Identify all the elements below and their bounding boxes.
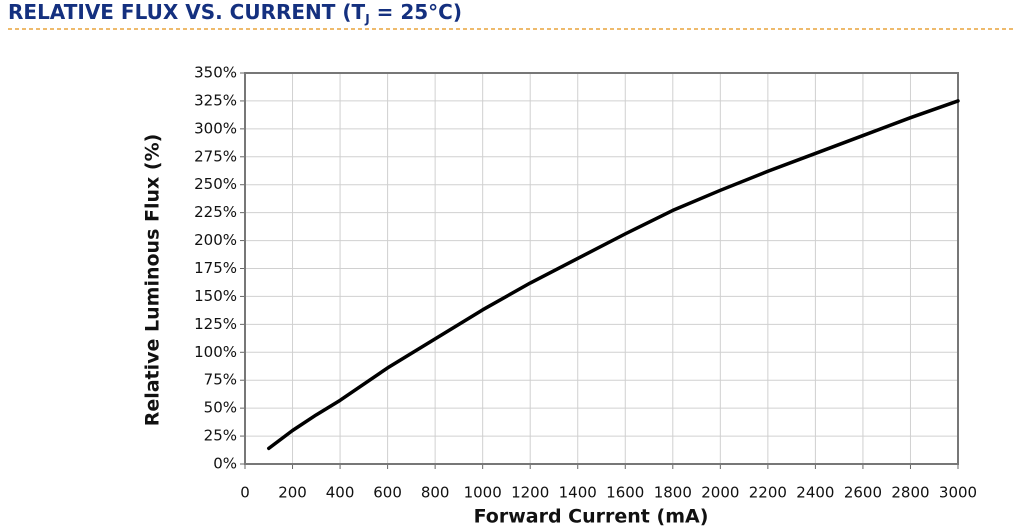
y-tick-label: 125%: [194, 315, 237, 333]
x-tick-label: 3000: [939, 484, 977, 502]
title-subscript: J: [364, 12, 369, 26]
y-tick-label: 200%: [194, 231, 237, 249]
plot-frame: [244, 72, 959, 465]
x-tick-label: 600: [373, 484, 402, 502]
x-tick-label: 2000: [701, 484, 739, 502]
title-part: = 25°C): [370, 0, 462, 24]
y-tick-label: 50%: [204, 399, 237, 417]
x-tick-label: 1000: [464, 484, 502, 502]
x-tick-label: 2200: [749, 484, 787, 502]
y-tick-label: 275%: [194, 147, 237, 165]
x-tick-label: 1600: [606, 484, 644, 502]
x-tick-label: 1200: [511, 484, 549, 502]
y-tick-label: 300%: [194, 119, 237, 137]
x-tick-label: 400: [326, 484, 355, 502]
y-tick-label: 175%: [194, 259, 237, 277]
x-tick-label: 2400: [796, 484, 834, 502]
x-tick-label: 1400: [559, 484, 597, 502]
y-axis-title: Relative Luminous Flux (%): [142, 134, 164, 427]
x-tick-label: 800: [421, 484, 450, 502]
y-tick-label: 250%: [194, 175, 237, 193]
y-tick-label: 350%: [194, 64, 237, 82]
y-tick-label: 75%: [204, 371, 237, 389]
y-tick-label: 0%: [213, 455, 237, 473]
y-tick-label: 150%: [194, 287, 237, 305]
x-axis-title: Forward Current (mA): [474, 506, 709, 528]
x-tick-label: 2800: [891, 484, 929, 502]
x-tick-label: 2600: [844, 484, 882, 502]
y-tick-label: 325%: [194, 91, 237, 109]
x-tick-label: 1800: [654, 484, 692, 502]
x-tick-label: 0: [240, 484, 250, 502]
y-tick-label: 100%: [194, 343, 237, 361]
chart-title: RELATIVE FLUX VS. CURRENT (TJ = 25°C): [8, 0, 462, 26]
data-line: [267, 99, 960, 451]
y-tick-label: 225%: [194, 203, 237, 221]
title-part: RELATIVE FLUX VS. CURRENT (T: [8, 0, 366, 24]
x-tick-label: 200: [278, 484, 307, 502]
y-tick-label: 25%: [204, 427, 237, 445]
